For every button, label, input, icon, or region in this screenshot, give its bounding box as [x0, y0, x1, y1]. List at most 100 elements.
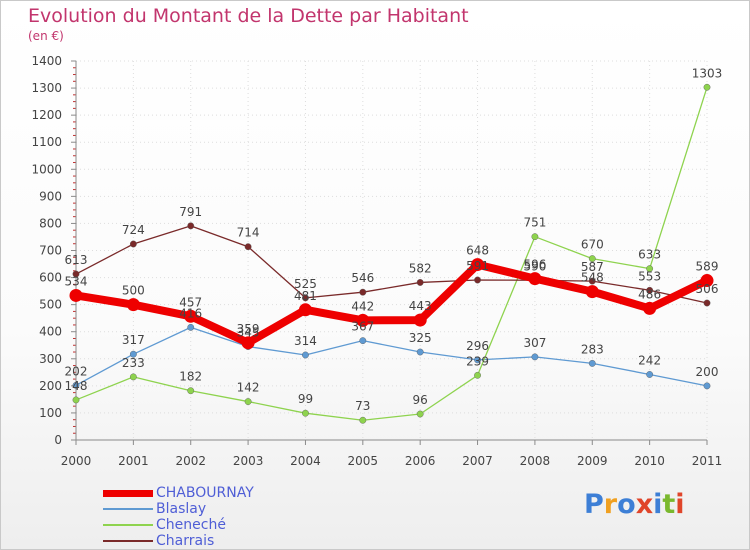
x-tick-label: 2006	[405, 454, 436, 468]
data-label-chabournay: 442	[351, 299, 374, 313]
data-point-blaslay	[531, 353, 539, 361]
data-label-blaslay: 242	[638, 353, 661, 367]
y-tick-label: 300	[39, 352, 62, 366]
data-label-charrais: 590	[523, 259, 546, 273]
data-label-chenech-: 96	[413, 393, 428, 407]
x-tick-label: 2009	[577, 454, 608, 468]
data-point-charrais	[703, 299, 711, 307]
data-label-chenech-: 633	[638, 248, 661, 262]
data-point-chenech-	[703, 83, 711, 91]
data-point-blaslay	[129, 350, 137, 358]
x-tick-label: 2005	[348, 454, 379, 468]
data-point-blaslay	[359, 337, 367, 345]
data-label-chenech-: 239	[466, 354, 489, 368]
data-label-layer: 534 500 457 359 481 442 443 648 596 548 486 589 202 3…	[65, 66, 723, 413]
data-point-chabournay	[356, 313, 370, 327]
data-label-charrais: 714	[237, 226, 260, 240]
y-tick-label: 900	[39, 189, 62, 203]
data-point-chenech-	[129, 373, 137, 381]
x-tick-label: 2001	[118, 454, 149, 468]
data-label-charrais: 724	[122, 223, 145, 237]
proxiti-logo: Proxiti	[584, 489, 685, 520]
data-label-chabournay: 443	[409, 299, 432, 313]
data-point-chenech-	[187, 387, 195, 395]
data-point-charrais	[416, 279, 424, 286]
y-tick-label: 800	[39, 216, 62, 230]
x-tick-label: 2002	[175, 454, 206, 468]
data-label-charrais: 791	[179, 205, 202, 219]
data-point-blaslay	[187, 323, 195, 331]
data-point-blaslay	[703, 382, 711, 390]
y-tick-label: 400	[39, 325, 62, 339]
data-label-blaslay: 283	[581, 342, 604, 356]
x-tick-label: 2011	[692, 454, 723, 468]
data-label-chabournay: 486	[638, 287, 661, 301]
legend-label: CHABOURNAY	[156, 485, 254, 501]
data-point-blaslay	[646, 371, 654, 378]
data-label-charrais: 546	[351, 271, 374, 285]
chart-title: Evolution du Montant de la Dette par Hab…	[28, 5, 469, 27]
data-point-chenech-	[72, 396, 80, 404]
data-point-chabournay	[126, 298, 140, 312]
logo-letter: i	[653, 489, 663, 520]
data-point-chenech-	[302, 409, 309, 417]
legend-label: Blaslay	[156, 501, 207, 517]
axis-layer: 0 100 200 300 400 500 600 700 800 900 1000 1100 1200…	[31, 54, 722, 468]
y-tick-label: 100	[39, 406, 62, 420]
data-label-charrais: 525	[294, 277, 317, 291]
logo-letter: i	[675, 489, 685, 520]
data-point-blaslay	[302, 351, 309, 359]
data-point-chabournay	[528, 272, 542, 286]
y-tick-label: 1000	[31, 162, 62, 176]
data-label-chenech-: 751	[523, 216, 546, 230]
y-tick-label: 1200	[31, 108, 62, 122]
logo-letter: r	[603, 489, 618, 520]
data-label-blaslay: 325	[409, 331, 432, 345]
data-label-chenech-: 1303	[692, 66, 723, 80]
data-point-chenech-	[646, 265, 654, 273]
legend-label: Charrais	[156, 533, 215, 549]
data-point-charrais	[646, 286, 654, 294]
x-tick-label: 2004	[290, 454, 321, 468]
data-point-chabournay	[471, 258, 485, 272]
data-point-charrais	[474, 276, 481, 284]
data-label-blaslay: 296	[466, 339, 489, 353]
data-label-charrais: 587	[581, 260, 604, 274]
series-charrais	[72, 222, 711, 307]
data-point-charrais	[72, 270, 80, 278]
data-label-blaslay: 416	[179, 306, 202, 320]
series-chenech-	[72, 83, 711, 424]
legend-swatch	[103, 540, 153, 542]
data-label-chabournay: 648	[466, 244, 489, 258]
data-point-chabournay	[184, 309, 198, 323]
data-point-charrais	[588, 277, 596, 285]
data-point-chabournay	[643, 301, 657, 315]
series-chabournay	[69, 258, 714, 350]
y-tick-label: 1100	[31, 135, 62, 149]
data-point-blaslay	[474, 356, 481, 364]
data-label-chenech-: 142	[237, 381, 260, 395]
data-label-blaslay: 345	[237, 326, 260, 340]
data-point-chenech-	[416, 410, 424, 418]
y-tick-label: 1300	[31, 81, 62, 95]
legend-swatch	[103, 524, 153, 526]
logo-letter: P	[584, 489, 604, 520]
grid-layer	[75, 60, 708, 441]
data-label-blaslay: 307	[523, 336, 546, 350]
series-line-chabournay	[72, 260, 711, 347]
data-point-charrais	[359, 288, 367, 296]
data-label-chabournay: 548	[581, 271, 604, 285]
data-point-chenech-	[588, 255, 596, 263]
legend-label: Cheneché	[156, 517, 226, 533]
data-point-blaslay	[72, 381, 80, 389]
data-label-chenech-: 670	[581, 238, 604, 252]
data-label-blaslay: 367	[351, 320, 374, 334]
logo-letter: t	[662, 489, 676, 520]
data-label-chenech-: 233	[122, 356, 145, 370]
data-label-chenech-: 148	[65, 379, 88, 393]
data-point-chabournay	[241, 336, 255, 350]
y-tick-label: 200	[39, 379, 62, 393]
data-label-blaslay: 200	[696, 365, 719, 379]
series-layer	[69, 83, 714, 424]
